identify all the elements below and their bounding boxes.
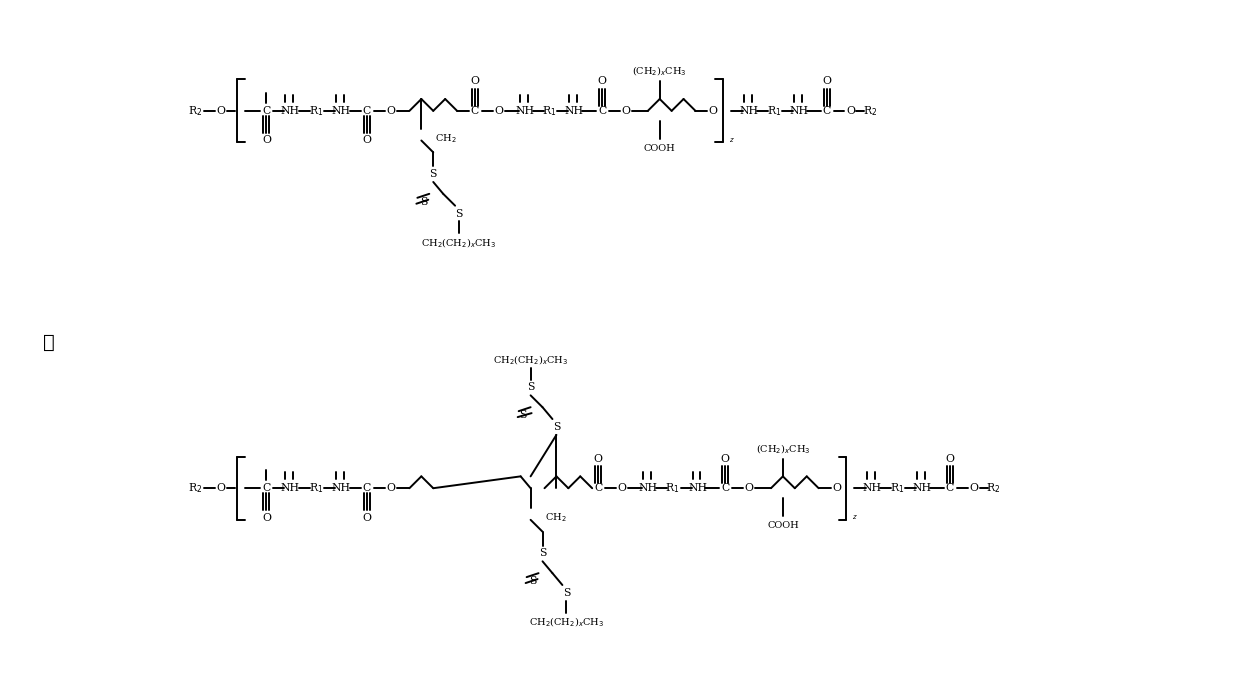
Text: S: S	[456, 209, 463, 219]
Text: R$_2$: R$_2$	[188, 482, 202, 495]
Text: S: S	[553, 422, 560, 432]
Text: S: S	[539, 548, 546, 558]
Text: C: C	[363, 106, 370, 116]
Text: 或: 或	[43, 334, 55, 352]
Text: S: S	[519, 410, 527, 420]
Text: NH: NH	[331, 483, 351, 493]
Text: COOH: COOH	[644, 144, 675, 153]
Text: C: C	[598, 106, 606, 116]
Text: O: O	[216, 106, 225, 116]
Text: NH: NH	[281, 106, 300, 116]
Text: NH: NH	[638, 483, 658, 493]
Text: O: O	[261, 513, 271, 523]
Text: CH$_2$(CH$_2$)$_x$CH$_3$: CH$_2$(CH$_2$)$_x$CH$_3$	[493, 353, 569, 366]
Text: NH: NH	[331, 106, 351, 116]
Text: NH: NH	[688, 483, 707, 493]
Text: O: O	[833, 483, 841, 493]
Text: O: O	[709, 106, 717, 116]
Text: NH: NH	[789, 106, 808, 116]
Text: NH: NH	[515, 106, 534, 116]
Text: R$_1$: R$_1$	[543, 104, 556, 118]
Text: O: O	[622, 106, 631, 116]
Text: COOH: COOH	[767, 521, 799, 530]
Text: O: O	[969, 483, 978, 493]
Text: O: O	[617, 483, 627, 493]
Text: O: O	[597, 76, 607, 86]
Text: O: O	[261, 136, 271, 145]
Text: O: O	[387, 106, 395, 116]
Text: (CH$_2$)$_x$CH$_3$: (CH$_2$)$_x$CH$_3$	[756, 442, 810, 456]
Text: O: O	[745, 483, 753, 493]
Text: NH: NH	[281, 483, 300, 493]
Text: R$_1$: R$_1$	[309, 482, 323, 495]
Text: C: C	[721, 483, 730, 493]
Text: C: C	[263, 483, 270, 493]
Text: R$_1$: R$_1$	[309, 104, 323, 118]
Text: C: C	[823, 106, 830, 116]
Text: R$_1$: R$_1$	[767, 104, 781, 118]
Text: O: O	[721, 453, 730, 464]
Text: NH: NH	[912, 483, 932, 493]
Text: (CH$_2$)$_x$CH$_3$: (CH$_2$)$_x$CH$_3$	[632, 64, 686, 78]
Text: R$_2$: R$_2$	[864, 104, 877, 118]
Text: O: O	[494, 106, 503, 116]
Text: C: C	[593, 483, 602, 493]
Text: S: S	[430, 169, 437, 179]
Text: S: S	[420, 197, 427, 206]
Text: C: C	[471, 106, 479, 116]
Text: O: O	[362, 136, 372, 145]
Text: CH$_2$: CH$_2$	[435, 132, 457, 145]
Text: C: C	[263, 106, 270, 116]
Text: O: O	[593, 453, 602, 464]
Text: CH$_2$: CH$_2$	[544, 512, 566, 524]
Text: $_z$: $_z$	[852, 513, 859, 522]
Text: R$_2$: R$_2$	[986, 482, 1001, 495]
Text: S: S	[527, 383, 534, 392]
Text: O: O	[362, 513, 372, 523]
Text: O: O	[216, 483, 225, 493]
Text: S: S	[563, 588, 570, 598]
Text: CH$_2$(CH$_2$)$_x$CH$_3$: CH$_2$(CH$_2$)$_x$CH$_3$	[421, 237, 497, 250]
Text: O: O	[823, 76, 831, 86]
Text: $_z$: $_z$	[730, 136, 735, 145]
Text: C: C	[945, 483, 954, 493]
Text: R$_2$: R$_2$	[188, 104, 202, 118]
Text: O: O	[471, 76, 479, 86]
Text: R$_1$: R$_1$	[665, 482, 680, 495]
Text: CH$_2$(CH$_2$)$_x$CH$_3$: CH$_2$(CH$_2$)$_x$CH$_3$	[529, 616, 603, 629]
Text: O: O	[846, 106, 855, 116]
Text: NH: NH	[565, 106, 584, 116]
Text: S: S	[529, 576, 536, 586]
Text: NH: NH	[740, 106, 758, 116]
Text: R$_1$: R$_1$	[890, 482, 904, 495]
Text: C: C	[363, 483, 370, 493]
Text: NH: NH	[862, 483, 882, 493]
Text: O: O	[387, 483, 395, 493]
Text: O: O	[945, 453, 954, 464]
